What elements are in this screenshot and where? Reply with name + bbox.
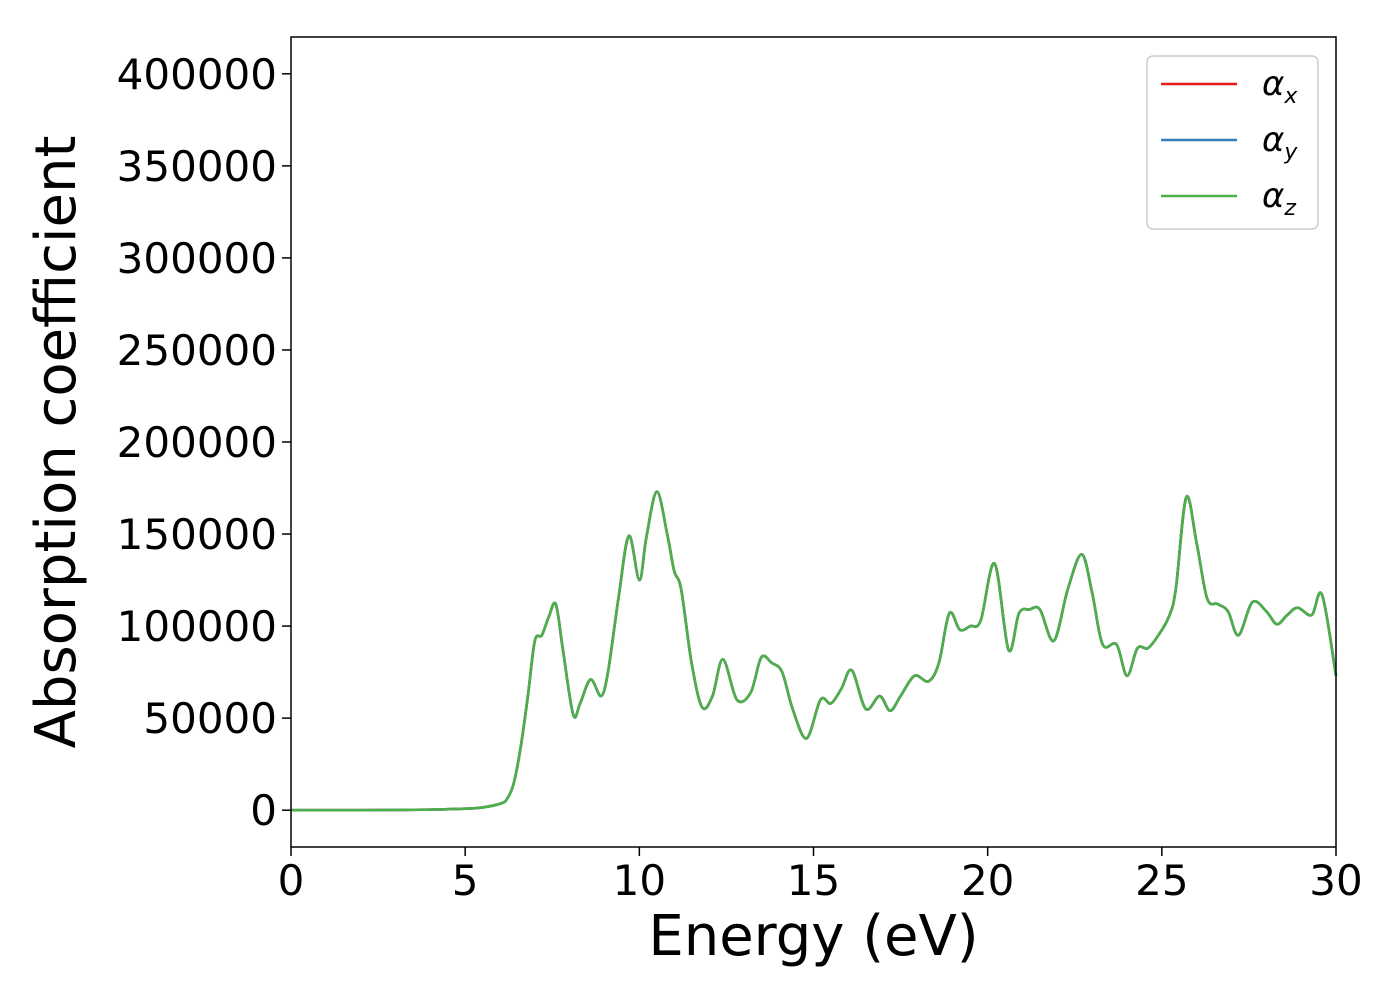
legend-label-y: αy [1262,120,1298,165]
y-tick-label: 50000 [143,694,277,743]
y-axis-label: Absorption coefficient [24,136,89,749]
x-tick-label: 30 [1309,856,1362,905]
y-tick-label: 150000 [117,510,277,559]
y-tick-label: 0 [250,786,277,835]
legend-label-x: αx [1262,64,1298,109]
series-line-z [290,490,1338,812]
x-tick-label: 25 [1135,856,1188,905]
legend-box [1146,55,1319,230]
y-tick-label: 250000 [117,326,277,375]
x-tick-label: 15 [787,856,840,905]
x-tick-label: 0 [278,856,305,905]
y-tick-label: 200000 [117,418,277,467]
y-tick-label: 300000 [117,234,277,283]
y-tick-label: 400000 [117,50,277,99]
series-layer [290,490,1338,812]
legend: αx αy αz [1146,55,1319,230]
series-line-y [290,490,1338,812]
legend-label-z: αz [1262,176,1296,221]
y-axis-ticks: 0 50000 100000 150000 200000 250000 300000 3500… [117,50,291,835]
y-tick-label: 350000 [117,142,277,191]
x-tick-label: 20 [961,856,1014,905]
x-tick-label: 10 [613,856,666,905]
x-axis-label: Energy (eV) [648,904,978,969]
x-axis-ticks: 0 5 10 15 20 25 30 [278,847,1363,905]
series-line-x [290,490,1338,812]
x-tick-label: 5 [452,856,479,905]
y-tick-label: 100000 [117,602,277,651]
